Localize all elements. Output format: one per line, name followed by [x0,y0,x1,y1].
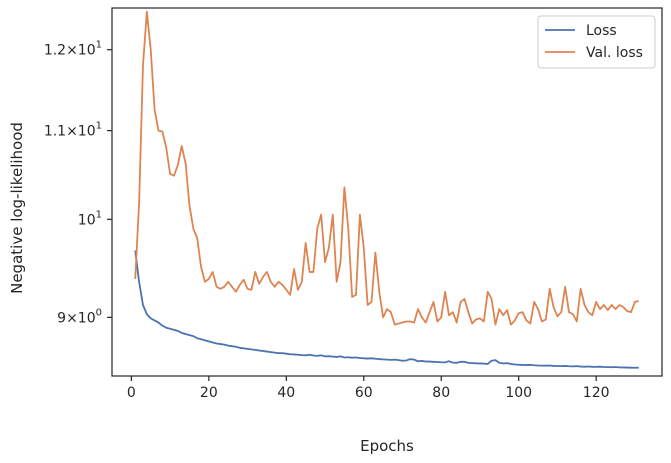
y-tick-label: 9×100 [57,307,102,326]
plot-lines [134,10,639,369]
legend-box [537,15,656,69]
series-line-0 [134,250,639,369]
x-axis-label: Epochs [360,437,414,455]
x-tick-label: 0 [127,385,136,401]
y-tick-label: 1.2×101 [44,40,102,59]
x-tick-label: 120 [583,385,610,401]
x-axis: 0 20 40 60 80 100 120 [127,376,610,401]
series-line-1 [134,10,639,326]
x-tick-label: 40 [277,385,295,401]
legend-label-1: Val. loss [586,45,643,61]
y-tick-label: 1.1×101 [44,121,102,140]
legend: Loss Val. loss [537,15,656,69]
y-axis-label: Negative log-likelihood [8,122,26,294]
legend-label-0: Loss [586,23,617,39]
x-tick-label: 80 [432,385,450,401]
plot-frame [111,7,663,377]
x-tick-label: 100 [505,385,532,401]
x-tick-label: 60 [355,385,373,401]
x-tick-label: 20 [200,385,218,401]
